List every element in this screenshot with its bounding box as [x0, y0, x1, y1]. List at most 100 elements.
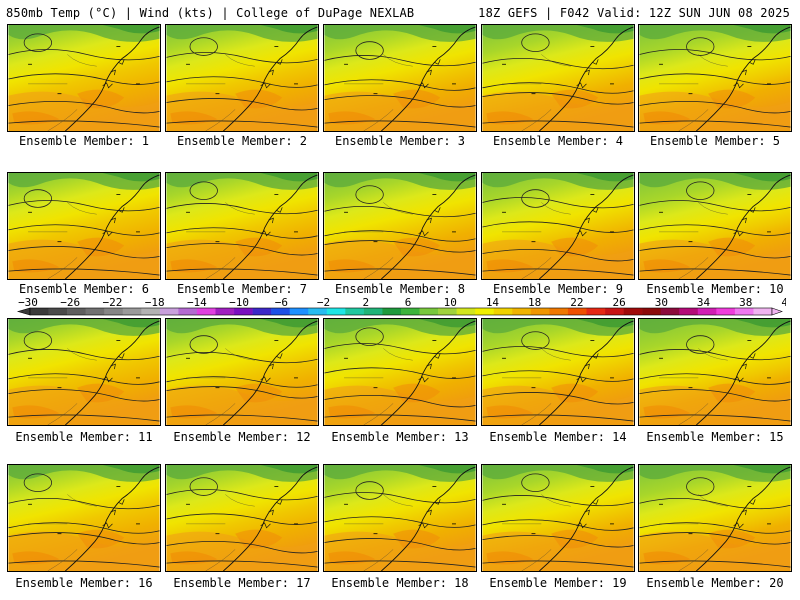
colorbar-swatch: [679, 308, 699, 315]
colorbar-swatch: [67, 308, 86, 315]
ensemble-member-panel: [638, 464, 792, 572]
temperature-map: [481, 464, 635, 572]
colorbar-swatch: [48, 308, 68, 315]
colorbar-swatch: [605, 308, 624, 315]
colorbar-tick-label: −6: [275, 298, 288, 309]
ensemble-member-label: Ensemble Member: 14: [489, 430, 627, 444]
temperature-map: [165, 318, 319, 426]
temperature-map: [165, 172, 319, 280]
colorbar-swatch: [512, 308, 532, 315]
colorbar-swatch: [660, 308, 680, 315]
ensemble-member-panel: [638, 172, 792, 280]
colorbar-tick-label: −18: [145, 298, 165, 309]
colorbar-swatch: [196, 308, 216, 315]
ensemble-member-label: Ensemble Member: 18: [331, 576, 469, 590]
ensemble-member-panel: [638, 24, 792, 132]
ensemble-member-label: Ensemble Member: 20: [646, 576, 784, 590]
temperature-map: [481, 172, 635, 280]
colorbar-swatch: [734, 308, 754, 315]
ensemble-member-panel: [165, 172, 319, 280]
temperature-map: [638, 172, 792, 280]
colorbar-tick-label: 34: [697, 298, 711, 309]
ensemble-member-panel: [7, 464, 161, 572]
colorbar-swatch: [716, 308, 736, 315]
colorbar-swatch: [567, 308, 587, 315]
ensemble-member-label: Ensemble Member: 11: [15, 430, 153, 444]
temperature-map: [7, 24, 161, 132]
colorbar-swatch: [438, 308, 457, 315]
colorbar-swatch: [178, 308, 198, 315]
colorbar-tick-label: 10: [444, 298, 457, 309]
map-title: 850mb Temp (°C) | Wind (kts) | College o…: [6, 6, 415, 20]
ensemble-member-panel: [481, 464, 635, 572]
colorbar-swatch: [419, 308, 439, 315]
ensemble-member-panel: [638, 318, 792, 426]
ensemble-member-panel: [7, 24, 161, 132]
colorbar-tick-label: 14: [486, 298, 500, 309]
temperature-map: [638, 464, 792, 572]
colorbar-tick-label: 38: [739, 298, 752, 309]
temperature-map: [323, 172, 477, 280]
temperature-map: [323, 24, 477, 132]
ensemble-member-label: Ensemble Member: 5: [649, 134, 781, 148]
ensemble-member-label: Ensemble Member: 2: [176, 134, 308, 148]
colorbar-swatch: [104, 308, 124, 315]
colorbar-swatch: [493, 308, 513, 315]
colorbar-tick-label: 2: [362, 298, 369, 309]
colorbar-tick-label: −14: [187, 298, 207, 309]
ensemble-member-panel: [481, 24, 635, 132]
colorbar-tick-label: 26: [612, 298, 625, 309]
temperature-map: [165, 464, 319, 572]
ensemble-member-panel: [323, 464, 477, 572]
ensemble-member-label: Ensemble Member: 15: [646, 430, 784, 444]
colorbar-swatch: [401, 308, 420, 315]
ensemble-member-label: Ensemble Member: 13: [331, 430, 469, 444]
colorbar-swatch: [642, 308, 661, 315]
colorbar-swatch: [530, 308, 550, 315]
ensemble-member-panel: [323, 318, 477, 426]
ensemble-member-label: Ensemble Member: 1: [18, 134, 150, 148]
colorbar-swatch: [159, 308, 179, 315]
colorbar-swatch: [382, 308, 402, 315]
temperature-map: [7, 464, 161, 572]
ensemble-member-panel: [165, 24, 319, 132]
colorbar-swatch: [623, 308, 643, 315]
ensemble-member-label: Ensemble Member: 6: [18, 282, 150, 296]
colorbar-swatch: [234, 308, 253, 315]
colorbar-tick-label: 6: [405, 298, 412, 309]
colorbar-swatch: [345, 308, 365, 315]
ensemble-member-panel: [481, 172, 635, 280]
ensemble-member-label: Ensemble Member: 10: [646, 282, 784, 296]
ensemble-member-panel: [165, 464, 319, 572]
colorbar-tick-label: 30: [655, 298, 668, 309]
ensemble-member-label: Ensemble Member: 8: [334, 282, 466, 296]
colorbar-tick-label: −30: [18, 298, 38, 309]
ensemble-member-label: Ensemble Member: 12: [173, 430, 311, 444]
temperature-map: [638, 318, 792, 426]
colorbar-swatch: [289, 308, 309, 315]
colorbar-swatch: [30, 308, 49, 315]
colorbar-swatch: [586, 308, 606, 315]
temperature-map: [7, 172, 161, 280]
ensemble-member-label: Ensemble Member: 17: [173, 576, 311, 590]
ensemble-member-label: Ensemble Member: 19: [489, 576, 627, 590]
colorbar-swatch: [215, 308, 235, 315]
colorbar-tick-label: −22: [103, 298, 123, 309]
colorbar-low-arrow: [16, 307, 31, 316]
run-valid-time: 18Z GEFS | F042 Valid: 12Z SUN JUN 08 20…: [478, 6, 790, 20]
colorbar-swatch: [85, 308, 105, 315]
ensemble-member-label: Ensemble Member: 3: [334, 134, 466, 148]
colorbar-swatch: [271, 308, 290, 315]
colorbar-tick-label: −2: [317, 298, 330, 309]
temperature-map: [323, 464, 477, 572]
ensemble-member-label: Ensemble Member: 9: [492, 282, 624, 296]
colorbar-tick-label: 42: [781, 298, 786, 309]
temperature-map: [638, 24, 792, 132]
colorbar-tick-label: 22: [570, 298, 583, 309]
colorbar-tick-label: −26: [60, 298, 80, 309]
temperature-map: [165, 24, 319, 132]
ensemble-member-panel: [7, 172, 161, 280]
colorbar-swatch: [141, 308, 161, 315]
temperature-map: [481, 318, 635, 426]
colorbar-tick-label: −10: [229, 298, 249, 309]
